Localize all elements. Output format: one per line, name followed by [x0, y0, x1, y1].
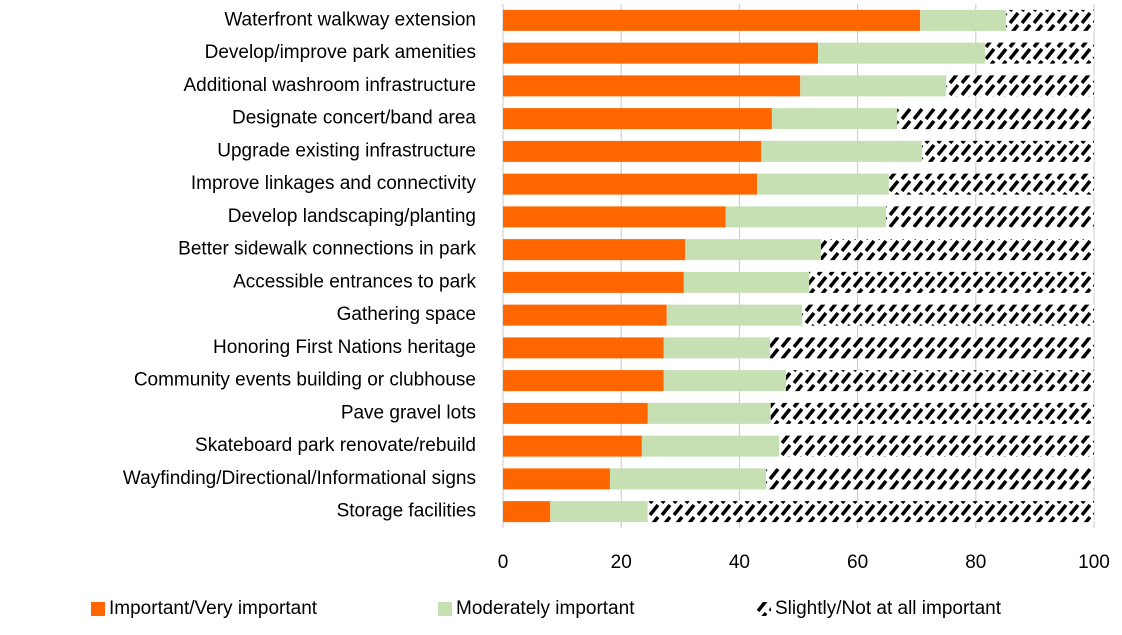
legend-swatch [757, 602, 771, 616]
bar-segment [550, 501, 648, 523]
bar-segment [888, 173, 1094, 195]
bar-segment [683, 271, 810, 293]
y-tick-label: Waterfront walkway extension [224, 9, 476, 30]
bar-segment [503, 304, 667, 326]
bar-segment [757, 173, 889, 195]
bar-segment [765, 468, 1094, 490]
bar-segment [800, 75, 947, 97]
bar-segment [922, 140, 1094, 162]
bar-segment [641, 435, 779, 457]
legend-label: Slightly/Not at all important [775, 598, 1002, 619]
bar-segment [786, 370, 1094, 392]
bar-segment [802, 304, 1094, 326]
y-tick-label: Develop/improve park amenities [205, 42, 476, 63]
x-tick-label: 0 [498, 552, 509, 573]
y-tick-label: Gathering space [337, 304, 476, 325]
bar-segment [985, 42, 1094, 64]
bar-segment [503, 468, 610, 490]
bar-segment [647, 501, 1094, 523]
y-tick-label: Designate concert/band area [232, 108, 476, 129]
y-tick-label: Pave gravel lots [341, 402, 476, 423]
bar-segment [503, 173, 758, 195]
bar-segment [818, 42, 986, 64]
bar-segment [503, 435, 642, 457]
bar-segment [503, 337, 664, 359]
y-tick-label: Upgrade existing infrastructure [217, 140, 476, 161]
bar-segment [647, 402, 771, 424]
y-tick-label: Skateboard park renovate/rebuild [195, 435, 476, 456]
bar-segment [503, 402, 648, 424]
bar-segment [770, 402, 1094, 424]
bar-segment [809, 271, 1094, 293]
bar-segment [946, 75, 1094, 97]
bar-segment [897, 108, 1094, 130]
bar-segment [609, 468, 766, 490]
bar-segment [685, 239, 821, 261]
bar-segment [663, 370, 787, 392]
bar-segment [666, 304, 803, 326]
bar-segment [778, 435, 1094, 457]
bar-segment [663, 337, 771, 359]
legend-swatch [91, 602, 105, 616]
bar-segment [503, 501, 551, 523]
y-tick-label: Accessible entrances to park [233, 271, 476, 292]
x-tick-label: 20 [611, 552, 632, 573]
legend-swatch [438, 602, 452, 616]
bar-segment [503, 140, 762, 162]
y-tick-label: Community events building or clubhouse [134, 370, 476, 391]
bar-segment [503, 271, 684, 293]
y-tick-label: Improve linkages and connectivity [191, 173, 477, 194]
bar-segment [820, 239, 1094, 261]
x-tick-label: 100 [1078, 552, 1110, 573]
bar-segment [503, 239, 686, 261]
y-tick-label: Develop landscaping/planting [228, 206, 476, 227]
bar-segment [1005, 9, 1094, 31]
bar-segment [920, 9, 1006, 31]
bar-segment [503, 9, 921, 31]
bar-segment [503, 108, 772, 130]
bar-segment [771, 108, 898, 130]
y-tick-label: Better sidewalk connections in park [178, 239, 476, 260]
bar-segment [770, 337, 1094, 359]
y-tick-label: Additional washroom infrastructure [183, 75, 476, 96]
y-tick-label: Storage facilities [337, 501, 476, 522]
legend-label: Moderately important [456, 598, 635, 619]
bar-segment [761, 140, 923, 162]
bar-segment [503, 42, 819, 64]
legend-label: Important/Very important [109, 598, 318, 619]
bar-segment [885, 206, 1094, 228]
bar-segment [503, 206, 726, 228]
x-tick-label: 60 [847, 552, 868, 573]
x-tick-label: 80 [965, 552, 986, 573]
bar-segment [503, 370, 664, 392]
bar-segment [725, 206, 886, 228]
bar-segment [503, 75, 801, 97]
y-tick-label: Wayfinding/Directional/Informational sig… [123, 468, 476, 489]
y-tick-label: Honoring First Nations heritage [213, 337, 476, 358]
x-tick-label: 40 [729, 552, 750, 573]
